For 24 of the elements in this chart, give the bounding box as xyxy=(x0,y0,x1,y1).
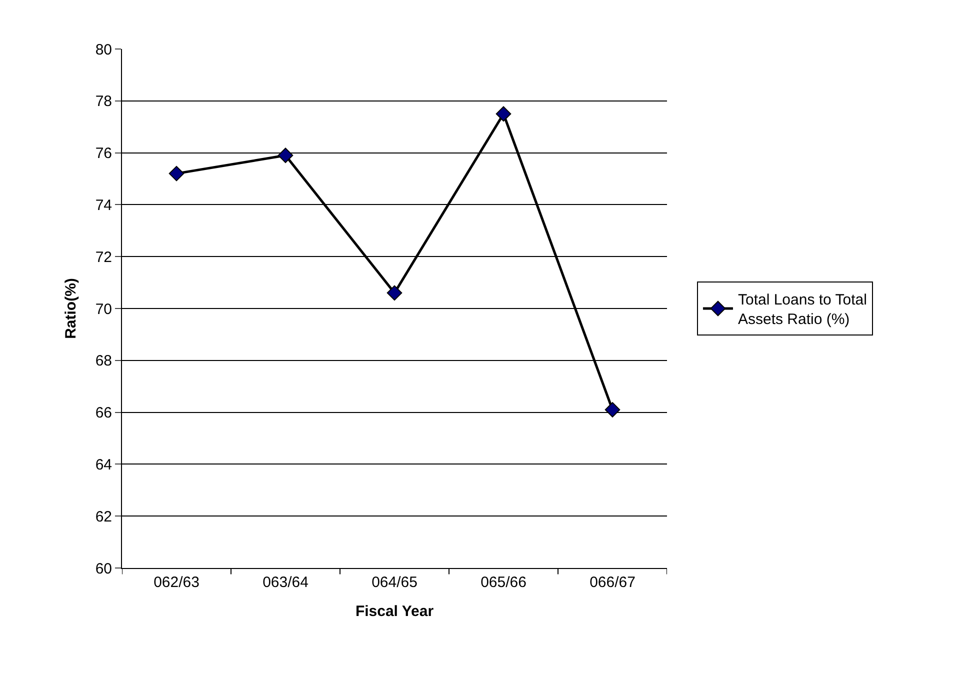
x-tick-label: 066/67 xyxy=(590,574,636,591)
y-tick-label: 60 xyxy=(95,560,112,578)
y-tick-label: 70 xyxy=(95,300,112,318)
point xyxy=(386,285,402,301)
y-tick-label: 80 xyxy=(95,41,112,58)
point xyxy=(278,148,294,164)
y-tick-label: 64 xyxy=(95,456,112,474)
point xyxy=(496,106,512,122)
point xyxy=(168,166,184,182)
x-axis-title: Fiscal Year xyxy=(355,603,434,620)
y-tick-label: 72 xyxy=(95,248,112,266)
y-tick-label: 74 xyxy=(95,196,112,214)
x-tick-label: 064/65 xyxy=(372,574,418,591)
point xyxy=(604,402,620,418)
x-tick-label: 062/63 xyxy=(154,574,200,591)
y-tick-label: 78 xyxy=(95,93,112,110)
x-tick-label: 063/64 xyxy=(262,574,308,591)
y-tick-label: 62 xyxy=(95,508,112,526)
y-tick-label: 76 xyxy=(95,145,112,162)
y-tick-label: 68 xyxy=(95,352,112,370)
y-axis-title: Ratio(%) xyxy=(62,278,80,339)
y-tick-label: 66 xyxy=(95,404,112,422)
x-tick-label: 065/66 xyxy=(480,574,526,591)
legend-label: Total Loans to Total Assets Ratio (%) xyxy=(738,292,867,328)
